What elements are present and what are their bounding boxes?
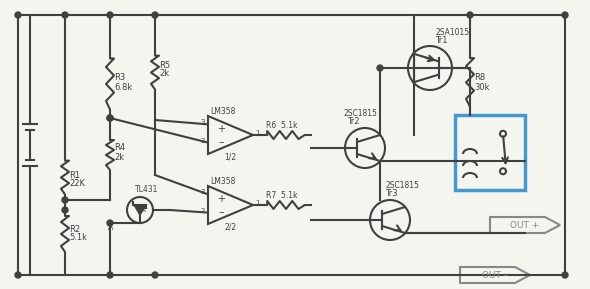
Text: R4: R4	[114, 143, 125, 152]
Text: Tr3: Tr3	[385, 189, 398, 198]
Text: –: –	[219, 207, 224, 217]
Text: R1: R1	[69, 171, 80, 180]
Circle shape	[107, 12, 113, 18]
Text: R8: R8	[474, 73, 485, 82]
Circle shape	[62, 207, 68, 213]
Circle shape	[62, 197, 68, 203]
Text: 2: 2	[201, 138, 205, 144]
Circle shape	[107, 272, 113, 278]
Polygon shape	[134, 205, 146, 215]
Circle shape	[107, 220, 113, 226]
Circle shape	[15, 12, 21, 18]
Circle shape	[562, 272, 568, 278]
Circle shape	[152, 272, 158, 278]
Text: R2: R2	[69, 225, 80, 234]
Text: 6.8k: 6.8k	[114, 83, 132, 92]
Text: 2SC1815: 2SC1815	[385, 181, 419, 190]
Text: A: A	[108, 223, 113, 232]
Text: +: +	[218, 194, 225, 204]
Text: LM358: LM358	[210, 177, 235, 186]
Text: OUT –: OUT –	[482, 271, 508, 279]
Text: 5.1k: 5.1k	[69, 233, 87, 242]
Circle shape	[152, 12, 158, 18]
Circle shape	[62, 12, 68, 18]
Circle shape	[107, 115, 113, 121]
Bar	[455, 115, 525, 190]
Circle shape	[467, 12, 473, 18]
Text: +: +	[218, 124, 225, 134]
Text: 3: 3	[201, 119, 205, 125]
Text: 2SA1015: 2SA1015	[435, 28, 469, 37]
Text: LM358: LM358	[210, 107, 235, 116]
Text: 2k: 2k	[159, 69, 169, 78]
Text: 1: 1	[255, 200, 260, 206]
Text: 2/2: 2/2	[224, 222, 237, 231]
Text: 1: 1	[255, 130, 260, 136]
Text: Tr2: Tr2	[347, 117, 359, 126]
Text: Tr1: Tr1	[435, 36, 447, 45]
Text: R: R	[141, 208, 145, 213]
Text: OUT +: OUT +	[510, 221, 540, 229]
Text: R5: R5	[159, 61, 170, 70]
Text: TL431: TL431	[135, 185, 158, 194]
Text: 3: 3	[201, 189, 205, 195]
Text: –: –	[219, 137, 224, 147]
Circle shape	[107, 115, 113, 121]
Text: 22K: 22K	[69, 179, 85, 188]
Circle shape	[377, 65, 383, 71]
Circle shape	[15, 272, 21, 278]
Text: 1/2: 1/2	[224, 152, 237, 161]
Text: 30k: 30k	[474, 83, 490, 92]
Text: R6  5.1k: R6 5.1k	[266, 121, 297, 130]
Circle shape	[562, 12, 568, 18]
Text: R3: R3	[114, 73, 125, 82]
Text: 2: 2	[201, 208, 205, 214]
Text: 2k: 2k	[114, 153, 124, 162]
Text: 2SC1815: 2SC1815	[343, 109, 377, 118]
Text: R7  5.1k: R7 5.1k	[266, 191, 297, 200]
